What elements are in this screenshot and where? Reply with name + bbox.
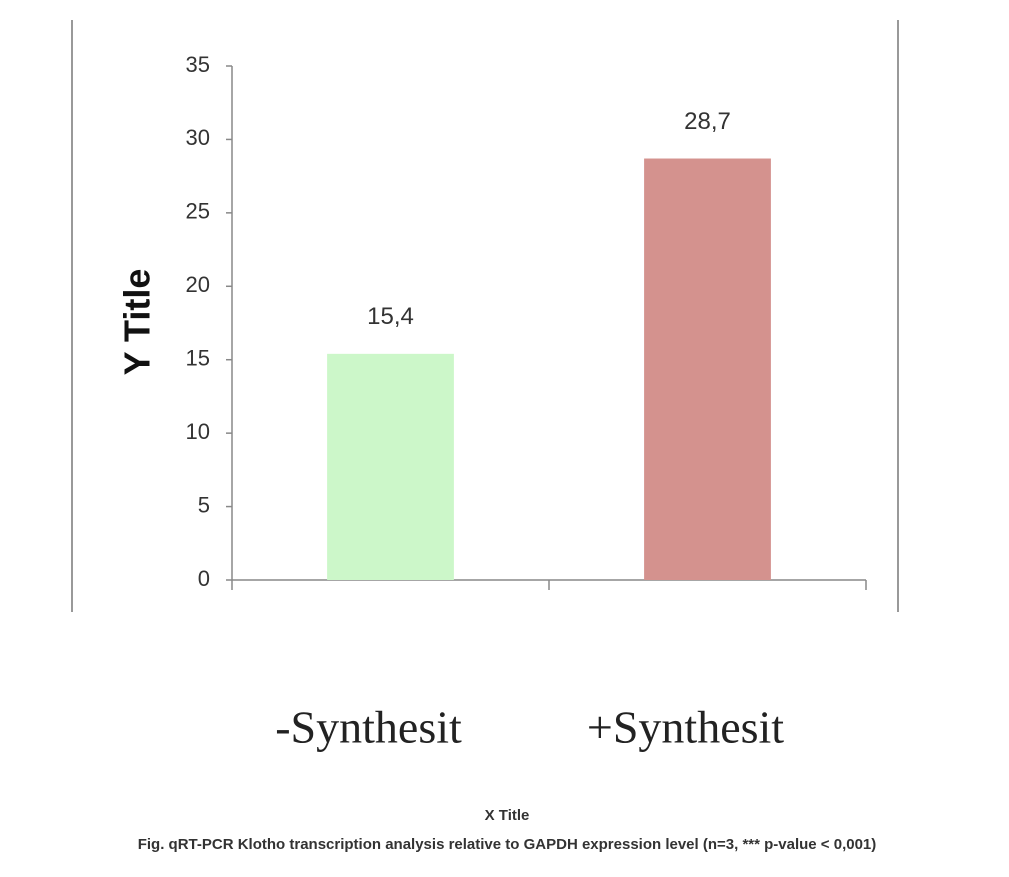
y-tick-label: 30 bbox=[186, 125, 210, 150]
x-tick-label: +Synthesit bbox=[587, 702, 784, 753]
x-axis-title: X Title bbox=[485, 807, 530, 824]
y-axis-title: Y Title bbox=[117, 269, 158, 376]
x-tick-label: -Synthesit bbox=[275, 702, 462, 753]
y-tick-label: 20 bbox=[186, 272, 210, 297]
y-tick-label: 15 bbox=[186, 346, 210, 371]
y-tick-label: 5 bbox=[198, 492, 210, 517]
bar bbox=[644, 158, 771, 580]
value-label: 15,4 bbox=[367, 303, 414, 330]
value-label: 28,7 bbox=[684, 108, 731, 135]
bar bbox=[327, 353, 454, 580]
y-tick-label: 0 bbox=[198, 566, 210, 591]
y-tick-label: 35 bbox=[186, 52, 210, 77]
y-tick-label: 25 bbox=[186, 199, 210, 224]
y-tick-label: 10 bbox=[186, 419, 210, 444]
caption: Fig. qRT-PCR Klotho transcription analys… bbox=[138, 836, 877, 853]
